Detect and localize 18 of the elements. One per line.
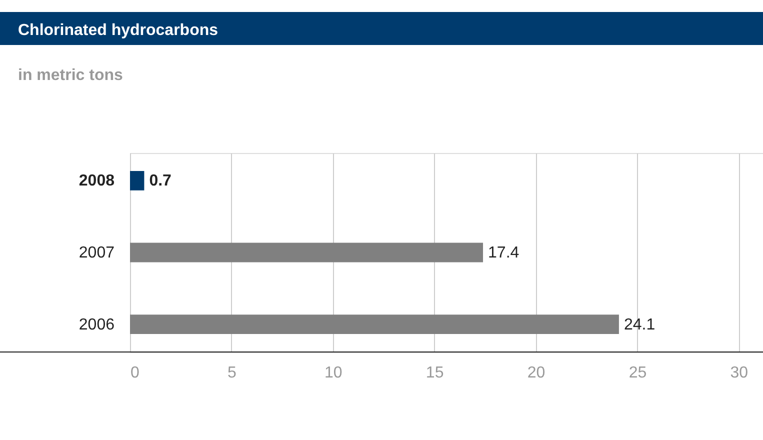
x-tick-label: 30 <box>730 364 748 382</box>
x-tick-label: 15 <box>426 364 444 382</box>
data-label: 0.7 <box>149 172 172 190</box>
x-tick-label: 25 <box>628 364 647 382</box>
x-tick-label: 5 <box>227 364 236 382</box>
data-label: 17.4 <box>488 244 520 262</box>
x-tick-label: 0 <box>130 364 140 382</box>
bar <box>130 242 484 262</box>
y-tick-label: 2008 <box>78 172 115 190</box>
chart-subtitle: in metric tons <box>18 67 124 84</box>
y-tick-label: 2006 <box>78 316 115 334</box>
bar <box>130 314 619 334</box>
x-tick-label: 10 <box>324 364 342 382</box>
data-label: 24.1 <box>624 316 656 334</box>
bar <box>130 170 144 190</box>
y-tick-label: 2007 <box>78 244 115 262</box>
x-tick-label: 20 <box>527 364 546 382</box>
chart-title: Chlorinated hydrocarbons <box>18 22 218 39</box>
